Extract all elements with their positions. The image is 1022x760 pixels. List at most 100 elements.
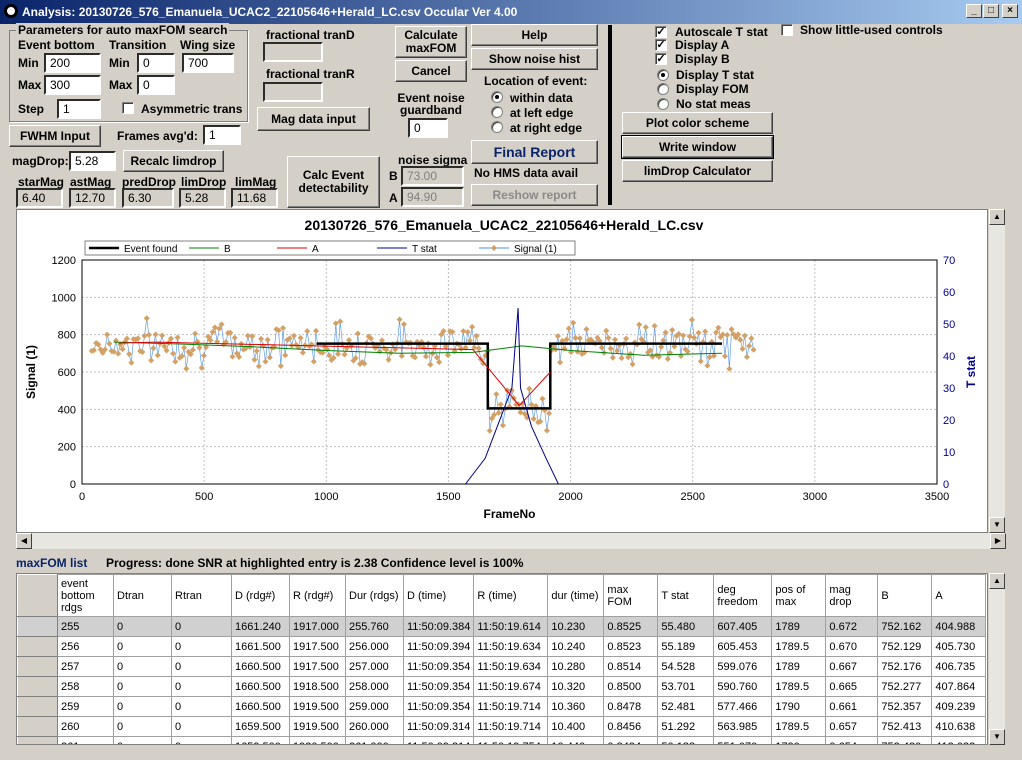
scroll-right-arrow-icon[interactable]: ▶ <box>990 533 1006 549</box>
transition-max-input[interactable]: 0 <box>137 75 175 95</box>
grid-header[interactable]: Rtran <box>171 574 232 617</box>
mag-data-input-button[interactable]: Mag data input <box>257 107 370 131</box>
left-edge-radio[interactable] <box>491 106 503 118</box>
close-button[interactable]: × <box>1002 4 1018 18</box>
chart-horizontal-scrollbar[interactable]: ◀ ▶ <box>16 533 1006 549</box>
table-cell: 0.665 <box>825 676 879 697</box>
display-tstat-radio[interactable] <box>657 69 669 81</box>
grid-header[interactable]: D (time) <box>402 574 475 617</box>
show-noise-hist-button[interactable]: Show noise hist <box>471 48 598 70</box>
signal-point <box>713 329 720 336</box>
grid-header[interactable]: B <box>877 574 933 617</box>
maxfom-grid[interactable]: event bottom rdgs Dtran Rtran D (rdg#) R (rd… <box>16 573 988 745</box>
grid-header[interactable]: D (rdg#) <box>231 574 290 617</box>
signal-point <box>411 354 418 361</box>
grid-header[interactable]: dur (time) <box>547 574 605 617</box>
wing-size-input[interactable]: 700 <box>182 53 234 73</box>
grid-header[interactable]: deg freedom <box>713 574 773 617</box>
row-header[interactable] <box>17 736 58 744</box>
table-row[interactable]: 259 0 0 1660.500 1919.500 259.000 11:50:09.354… <box>17 696 987 717</box>
grid-header[interactable]: Dtran <box>113 574 172 617</box>
grid-header[interactable]: mag drop <box>825 574 879 617</box>
grid-scroll-up-arrow-icon[interactable]: ▲ <box>989 573 1005 589</box>
row-header[interactable] <box>17 656 58 677</box>
scroll-up-arrow-icon[interactable]: ▲ <box>989 209 1005 225</box>
signal-point <box>607 345 614 352</box>
autoscale-tstat-checkbox[interactable]: ✓ <box>655 26 667 38</box>
calc-event-detectability-button[interactable]: Calc Event detectability <box>287 156 380 208</box>
row-header[interactable] <box>17 716 58 737</box>
signal-point <box>623 335 630 342</box>
grid-header[interactable]: Dur (rdgs) <box>345 574 404 617</box>
limdrop-calculator-button[interactable]: limDrop Calculator <box>622 160 773 182</box>
display-b-checkbox[interactable]: ✓ <box>655 53 667 65</box>
table-row[interactable]: 255 0 0 1661.240 1917.000 255.760 11:50:09.384… <box>17 616 987 637</box>
table-cell: 1919.500 <box>289 696 346 717</box>
grid-header[interactable]: R (rdg#) <box>289 574 346 617</box>
y-tick-label: 1000 <box>52 292 76 304</box>
table-row[interactable]: 256 0 0 1661.500 1917.500 256.000 11:50:09.394… <box>17 636 987 657</box>
little-used-checkbox[interactable] <box>781 24 793 36</box>
table-cell: 0.672 <box>825 616 879 637</box>
event-bottom-max-input[interactable]: 300 <box>44 75 101 95</box>
grid-header[interactable]: A <box>931 574 987 617</box>
row-header[interactable] <box>17 616 58 637</box>
signal-point <box>200 352 207 359</box>
signal-point <box>671 343 678 350</box>
guardband-input[interactable]: 0 <box>408 118 448 138</box>
signal-point <box>539 395 546 402</box>
scroll-left-arrow-icon[interactable]: ◀ <box>16 533 32 549</box>
grid-header[interactable]: T stat <box>657 574 715 617</box>
legend-entry: B <box>224 244 231 255</box>
table-row[interactable]: 258 0 0 1660.500 1918.500 258.000 11:50:09.354… <box>17 676 987 697</box>
frames-avgd-input[interactable]: 1 <box>203 125 241 145</box>
magdrop-input[interactable]: 5.28 <box>69 151 116 171</box>
help-button[interactable]: Help <box>471 24 598 46</box>
table-cell: 590.760 <box>713 676 773 697</box>
table-row[interactable]: 261001659.5001920.500261.00011:50:09.314… <box>17 736 987 744</box>
table-row[interactable]: 257 0 0 1660.500 1917.500 257.000 11:50:09.354… <box>17 656 987 677</box>
signal-point <box>524 414 531 421</box>
signal-point <box>255 363 262 370</box>
write-window-button[interactable]: Write window <box>621 135 774 159</box>
grid-vertical-scrollbar[interactable]: ▲ ▼ <box>989 573 1005 745</box>
maximize-button[interactable]: □ <box>983 4 999 18</box>
event-bottom-min-input[interactable]: 200 <box>44 53 101 73</box>
signal-point <box>750 346 757 353</box>
chart-vertical-scrollbar[interactable]: ▲ ▼ <box>989 209 1005 533</box>
table-row[interactable]: 260 0 0 1659.500 1919.500 260.000 11:50:09.314… <box>17 716 987 737</box>
final-report-button[interactable]: Final Report <box>471 140 598 164</box>
within-data-radio[interactable] <box>491 91 503 103</box>
grid-header[interactable]: event bottom rdgs <box>57 574 114 617</box>
grid-header[interactable]: max FOM <box>603 574 659 617</box>
minimize-button[interactable]: _ <box>966 4 982 18</box>
plot-color-scheme-button[interactable]: Plot color scheme <box>622 112 773 134</box>
signal-point <box>196 344 203 351</box>
recalc-limdrop-button[interactable]: Recalc limdrop <box>123 150 224 172</box>
grid-header[interactable]: pos of max <box>771 574 827 617</box>
calculate-maxfom-button[interactable]: Calculate maxFOM <box>395 26 467 58</box>
row-header[interactable] <box>17 676 58 697</box>
grid-scroll-down-arrow-icon[interactable]: ▼ <box>989 729 1005 745</box>
row-header[interactable] <box>17 696 58 717</box>
signal-point <box>431 342 438 349</box>
row-header[interactable] <box>17 636 58 657</box>
scroll-down-arrow-icon[interactable]: ▼ <box>989 517 1005 533</box>
signal-point <box>651 322 658 329</box>
transition-min-input[interactable]: 0 <box>137 53 175 73</box>
cancel-button[interactable]: Cancel <box>395 60 467 82</box>
y-tick-label: 800 <box>58 330 76 342</box>
display-a-checkbox[interactable]: ✓ <box>655 39 667 51</box>
b-sigma-field: 73.00 <box>401 166 464 186</box>
table-cell: 0 <box>113 696 172 717</box>
right-edge-radio[interactable] <box>491 121 503 133</box>
grid-header[interactable]: R (time) <box>473 574 549 617</box>
asymmetric-trans-checkbox[interactable] <box>122 102 134 114</box>
signal-point <box>493 391 500 398</box>
fwhm-input-button[interactable]: FWHM Input <box>9 125 101 147</box>
no-stat-radio[interactable] <box>657 98 669 110</box>
display-fom-radio[interactable] <box>657 83 669 95</box>
signal-point <box>572 335 579 342</box>
step-input[interactable]: 1 <box>57 99 101 119</box>
signal-point <box>442 343 449 350</box>
